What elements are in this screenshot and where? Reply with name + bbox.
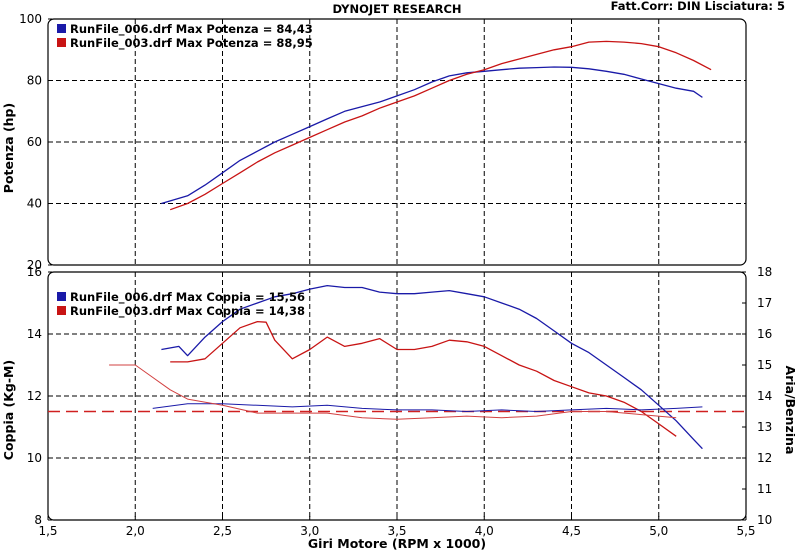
rpm-x-tick-label: 3,0 xyxy=(300,524,319,538)
legend-swatch-run006 xyxy=(57,292,66,301)
power-y-tick-label: 20 xyxy=(27,258,42,272)
power-y-axis-label: Potenza (hp) xyxy=(1,103,16,193)
legend-entry-run006: RunFile_006.drf Max Coppia = 15,56 xyxy=(70,290,305,305)
legend-entry-run003: RunFile_003.drf Max Potenza = 88,95 xyxy=(70,36,313,51)
torque-y-tick-label: 10 xyxy=(27,451,42,465)
legend-swatch-run003 xyxy=(57,306,66,315)
afr-y-tick-label: 11 xyxy=(757,482,772,496)
torque-y-tick-label: 16 xyxy=(27,265,42,279)
legend-entry-run003: RunFile_003.drf Max Coppia = 14,38 xyxy=(70,304,305,319)
rpm-x-tick-label: 2,0 xyxy=(126,524,145,538)
torque-series-line-runfile-003-drf-aria-benzina xyxy=(109,364,677,420)
afr-y-tick-label: 12 xyxy=(757,451,772,465)
torque-series-line-runfile-006-drf xyxy=(161,284,703,450)
rpm-x-tick-label: 1,5 xyxy=(38,524,57,538)
chart-header-title: DYNOJET RESEARCH xyxy=(332,2,461,16)
rpm-x-tick-labels: 1,5 2,0 2,5 3,0 3,5 4,0 4,5 5,0 5,5 xyxy=(38,516,756,538)
afr-y-tick-label: 13 xyxy=(757,420,772,434)
rpm-x-tick-label: 3,5 xyxy=(387,524,406,538)
chart-header-correction: Fatt.Corr: DIN Lisciatura: 5 xyxy=(611,0,785,13)
rpm-x-tick-label: 2,5 xyxy=(213,524,232,538)
rpm-x-tick-label: 4,0 xyxy=(475,524,494,538)
afr-y-tick-label: 17 xyxy=(757,296,772,310)
torque-plot-series xyxy=(48,284,746,450)
power-legend: RunFile_006.drf Max Potenza = 84,43 RunF… xyxy=(57,22,313,51)
power-series-line-runfile-006-drf xyxy=(161,66,703,205)
torque-series-line-runfile-006-drf-aria-benzina xyxy=(152,403,703,412)
power-y-tick-label: 40 xyxy=(27,197,42,211)
legend-swatch-run003 xyxy=(57,38,66,47)
legend-entry-run006: RunFile_006.drf Max Potenza = 84,43 xyxy=(70,22,313,37)
afr-y-axis-label: Aria/Benzina xyxy=(783,366,795,455)
power-y-tick-label: 60 xyxy=(27,135,42,149)
afr-y-tick-labels: 10 11 12 13 14 15 16 17 18 xyxy=(742,265,772,527)
rpm-x-tick-label: 4,5 xyxy=(562,524,581,538)
torque-y-tick-label: 8 xyxy=(34,513,42,527)
afr-y-tick-label: 10 xyxy=(757,513,772,527)
torque-plot-grid xyxy=(48,272,746,520)
afr-y-tick-label: 18 xyxy=(757,265,772,279)
afr-y-tick-label: 16 xyxy=(757,327,772,341)
power-y-tick-label: 80 xyxy=(27,74,42,88)
torque-y-tick-labels: 8 10 12 14 16 xyxy=(27,265,52,527)
torque-y-tick-label: 14 xyxy=(27,327,42,341)
power-y-tick-label: 100 xyxy=(19,12,42,26)
afr-y-tick-label: 14 xyxy=(757,389,772,403)
power-y-tick-labels: 20 40 60 80 100 xyxy=(19,12,52,272)
power-plot-grid xyxy=(48,19,746,265)
rpm-x-tick-label: 5,0 xyxy=(649,524,668,538)
power-series-line-runfile-003-drf xyxy=(169,40,712,211)
torque-y-tick-label: 12 xyxy=(27,389,42,403)
rpm-x-axis-label: Giri Motore (RPM x 1000) xyxy=(308,536,486,551)
legend-swatch-run006 xyxy=(57,24,66,33)
power-plot-series xyxy=(161,40,712,211)
rpm-x-tick-label: 5,5 xyxy=(736,524,755,538)
afr-y-tick-label: 15 xyxy=(757,358,772,372)
torque-series-line-runfile-003-drf xyxy=(170,320,677,437)
torque-legend: RunFile_006.drf Max Coppia = 15,56 RunFi… xyxy=(57,290,305,319)
torque-y-axis-label: Coppia (Kg-M) xyxy=(1,360,16,460)
